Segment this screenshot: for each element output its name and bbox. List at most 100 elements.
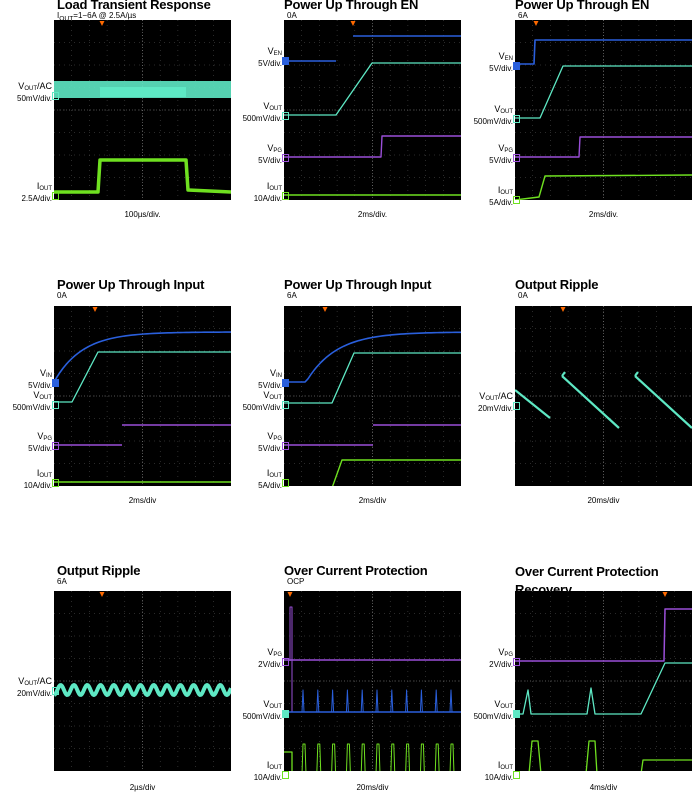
panel-title: Power Up Through Input <box>57 277 205 292</box>
iout-hiccup <box>390 743 396 771</box>
channel-name: VPG <box>498 647 513 659</box>
channel-name: VPG <box>37 431 52 443</box>
panel-title: Over Current Protection <box>284 563 428 578</box>
scope-panel: Power Up Through EN 6A VEN 5V/div. VOUT 500mV… <box>461 0 692 800</box>
waveform-plot <box>515 20 692 200</box>
channel-label: VOUT/AC 50mV/div. <box>0 82 52 104</box>
scope-display <box>54 306 231 486</box>
channel-scale: 5V/div. <box>258 381 282 390</box>
vout-trace <box>515 662 692 715</box>
iout-trace <box>515 174 692 200</box>
channel-name: IOUT <box>266 760 282 772</box>
scope-panel: Power Up Through Input 6A VIN 5V/div. VOUT 50… <box>230 0 461 800</box>
channel-label: VPG 5V/div. <box>230 143 282 166</box>
channel-label: VEN 5V/div. <box>461 52 513 74</box>
scope-grid <box>284 20 461 200</box>
vout-trace <box>54 81 231 98</box>
channel-label: VOUT 500mV/div. <box>230 700 282 722</box>
iout-trace <box>528 740 692 771</box>
channel-name: IOUT <box>497 760 513 772</box>
trigger-marker <box>99 21 105 26</box>
channel-label: VPG 2V/div. <box>230 648 282 670</box>
scope-grid <box>54 591 231 771</box>
channel-scale: 2.5A/div. <box>21 194 52 203</box>
channel-scale: 5A/div. <box>489 198 513 207</box>
vout-trace <box>54 351 231 403</box>
scope-grid <box>515 20 692 200</box>
scope-display <box>54 591 231 771</box>
vout-trace <box>515 65 692 119</box>
vpg-trace <box>284 135 461 158</box>
trigger-marker <box>99 592 105 597</box>
channel-label: VEN 5V/div. <box>230 47 282 69</box>
channel-name: VOUT <box>33 390 52 402</box>
panel-subtitle: 0A <box>518 291 528 300</box>
time-scale: 20ms/div <box>356 783 389 792</box>
vout-hiccup <box>390 689 394 713</box>
time-scale: 2ms/div. <box>588 210 619 219</box>
channel-scale: 500mV/div. <box>473 117 513 126</box>
panel-subtitle: IOUT=1−6A @ 2.5A/µs <box>57 11 137 23</box>
channel-label: VPG 5V/div. <box>461 143 513 166</box>
panel-title: Output Ripple <box>515 277 599 292</box>
waveform-plot <box>284 591 461 771</box>
channel-scale: 500mV/div. <box>473 712 513 721</box>
channel-name: VOUT <box>494 104 513 116</box>
trigger-marker <box>350 21 356 26</box>
vout-ripple-segment <box>634 375 692 429</box>
channel-label: VOUT/AC 20mV/div. <box>461 391 513 414</box>
scope-grid <box>54 306 231 486</box>
channel-marker <box>52 379 59 387</box>
vout-hiccup <box>449 689 453 713</box>
channel-name: VOUT/AC <box>18 676 52 688</box>
channel-scale: 500mV/div. <box>12 403 52 412</box>
channel-label: IOUT 10A/div. <box>0 469 52 491</box>
vout-trace <box>284 62 461 116</box>
vout-ripple-edge <box>634 371 639 377</box>
channel-scale: 5V/div. <box>489 156 513 165</box>
scope-grid <box>284 591 461 771</box>
waveform-plot <box>54 591 231 771</box>
trigger-marker <box>92 307 98 312</box>
panel-title: Output Ripple <box>57 563 141 578</box>
iout-hiccup <box>316 743 322 771</box>
channel-marker <box>52 687 59 695</box>
time-scale: 2µs/div <box>129 783 156 792</box>
channel-marker <box>282 401 289 409</box>
channel-marker <box>52 401 59 409</box>
channel-scale: 500mV/div. <box>242 403 282 412</box>
trigger-marker <box>287 592 293 597</box>
channel-name: VOUT <box>263 390 282 402</box>
channel-marker <box>513 154 520 162</box>
vout-hiccup <box>331 689 335 713</box>
channel-scale: 500mV/div. <box>242 712 282 721</box>
vout-hiccup <box>434 689 438 713</box>
panel-title: Power Up Through EN <box>284 0 419 12</box>
panel-title: Power Up Through Input <box>284 277 432 292</box>
scope-display <box>515 591 692 771</box>
iout-hiccup <box>345 743 351 771</box>
scope-panel: Load Transient ResponseIOUT=1−6A @ 2.5A/… <box>0 0 231 800</box>
channel-marker <box>282 710 289 718</box>
vout-ripple-edge <box>561 371 566 377</box>
channel-label: VPG 5V/div. <box>230 432 282 454</box>
vout-hiccup <box>345 689 349 713</box>
panel-subtitle: 6A <box>287 291 297 300</box>
channel-name: VPG <box>267 143 282 155</box>
ven-trace <box>515 39 692 65</box>
scope-display <box>284 306 461 486</box>
channel-scale: 5V/div. <box>258 444 282 453</box>
channel-name: VPG <box>498 143 513 155</box>
channel-scale: 5V/div. <box>489 64 513 73</box>
trigger-marker <box>662 592 668 597</box>
channel-label: IOUT 10A/div. <box>230 182 282 204</box>
channel-name: VOUT/AC <box>479 391 513 403</box>
channel-marker <box>282 57 289 65</box>
scope-display <box>54 20 231 200</box>
time-scale: 20ms/div <box>587 496 620 505</box>
iout-trace <box>331 459 461 486</box>
iout-hiccup <box>405 743 411 771</box>
channel-scale: 2V/div. <box>489 660 513 669</box>
panel-subtitle: 6A <box>518 11 528 20</box>
channel-scale: 50mV/div. <box>17 94 52 103</box>
